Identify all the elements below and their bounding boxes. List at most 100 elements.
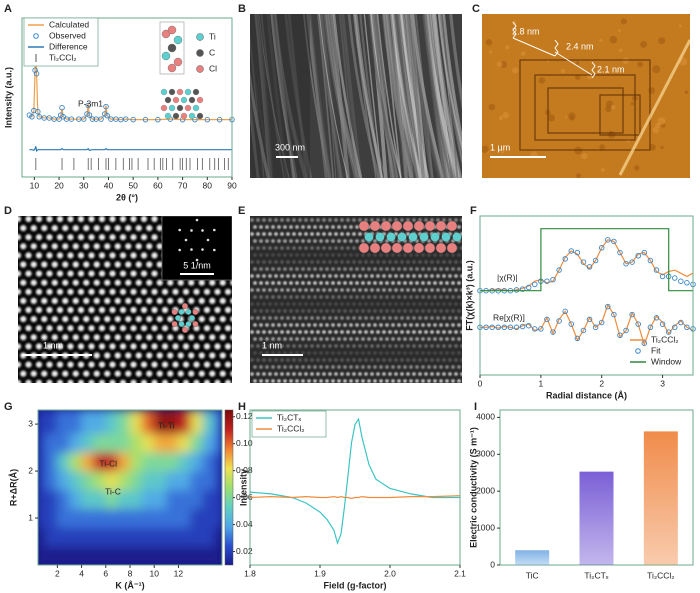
lattice-dot: [18, 325, 22, 332]
lattice-dot: [30, 243, 37, 250]
lattice-dot: [167, 389, 173, 395]
lattice-dot: [151, 325, 158, 332]
atom-dot: [337, 379, 341, 383]
atom-dot: [265, 225, 269, 229]
atom-dot: [427, 267, 431, 271]
atom-dot: [409, 309, 413, 313]
atom-dot: [346, 316, 350, 320]
atom-dot: [307, 337, 311, 341]
atom-dot: [277, 309, 281, 313]
image-streak: [437, 14, 462, 151]
lattice-dot: [51, 261, 58, 268]
atom-dot: [430, 316, 434, 320]
model-atom: [391, 220, 403, 232]
data-point: [629, 259, 635, 265]
lattice-dot: [209, 297, 216, 304]
heatmap-cell: [153, 508, 167, 528]
lattice-dot: [83, 370, 90, 377]
lattice-dot: [151, 361, 158, 368]
atom-dot: [460, 218, 462, 222]
lattice-dot: [119, 343, 127, 350]
atom-dot: [367, 281, 371, 285]
atom-dot: [445, 365, 449, 369]
data-point: [155, 116, 161, 123]
atom-dot: [430, 288, 434, 292]
atom-dot: [436, 218, 440, 222]
atom-dot: [406, 274, 410, 278]
lattice-dot: [214, 306, 221, 314]
atom-dot: [316, 288, 320, 292]
heatmap-cell: [190, 451, 203, 472]
atom-dot: [265, 239, 269, 243]
model-atom: [369, 220, 381, 232]
lattice-dot: [188, 279, 195, 286]
y-axis-label: R+ΔR(Å): [8, 469, 18, 506]
atom-dot: [451, 281, 455, 285]
lattice-dot: [130, 379, 137, 383]
atom-dot: [385, 295, 389, 299]
atom-dot: [337, 281, 341, 285]
atom-dot: [307, 239, 311, 243]
model-atom: [380, 220, 392, 232]
atom-dot: [310, 218, 314, 222]
lattice-dot: [193, 343, 200, 350]
x-tick-label: 0: [478, 378, 483, 388]
atom-dot: [292, 316, 296, 320]
heatmap-cell: [117, 410, 131, 434]
heatmap-cell: [44, 508, 58, 528]
heatmap-cell: [57, 508, 70, 528]
atom-dot: [382, 316, 386, 320]
lattice-dot: [140, 325, 148, 332]
atom-dot: [292, 218, 296, 222]
lattice-dot: [88, 306, 95, 314]
atom-dot: [445, 337, 449, 341]
atom-dot: [307, 365, 311, 369]
atom-dot: [331, 267, 335, 271]
heatmap-cell: [190, 545, 203, 565]
heatmap-cell: [129, 451, 143, 472]
lattice-dot: [73, 389, 79, 395]
atom-dot: [373, 323, 377, 327]
lattice-dot: [35, 270, 43, 277]
atom-dot: [283, 225, 287, 229]
atom-dot: [271, 267, 275, 271]
atom-dot: [355, 295, 359, 299]
element-label: C: [209, 47, 215, 57]
atom-dot: [442, 274, 446, 278]
lattice-dot: [88, 361, 95, 368]
atom-dot: [415, 379, 419, 383]
atom-dot: [298, 274, 302, 278]
lattice-dot: [241, 316, 247, 322]
image-streak: [250, 177, 251, 178]
lattice-dot: [35, 288, 43, 295]
atom-dot: [289, 281, 293, 285]
atom-dot: [400, 372, 404, 376]
atom-dot: [370, 372, 374, 376]
lattice-dot: [104, 261, 111, 268]
lattice-dot: [83, 279, 90, 286]
atom-dot: [271, 351, 275, 355]
atom: [180, 112, 188, 120]
lattice-dot: [109, 234, 116, 241]
heatmap-cell: [38, 410, 46, 434]
atom-dot: [448, 274, 452, 278]
lattice-dot: [140, 306, 148, 314]
atom-dot: [400, 344, 404, 348]
panel-letter: E: [238, 205, 245, 217]
lattice-dot: [172, 379, 179, 383]
atom-dot: [343, 351, 347, 355]
annotation: P-3m1: [78, 98, 103, 108]
atom-dot: [253, 267, 257, 271]
lattice-dot: [130, 252, 137, 259]
lattice-dot: [241, 371, 247, 377]
lattice-dot: [241, 261, 247, 267]
lattice-dot: [167, 334, 174, 341]
lattice-dot: [119, 379, 127, 383]
atom-dot: [427, 337, 431, 341]
lattice-dot: [209, 389, 215, 395]
y-axis-label: Intensity (a.u.): [3, 67, 13, 128]
atom-dot: [385, 309, 389, 313]
lattice-dot: [88, 379, 95, 383]
atom-dot: [271, 295, 275, 299]
lattice-dot: [104, 316, 111, 323]
